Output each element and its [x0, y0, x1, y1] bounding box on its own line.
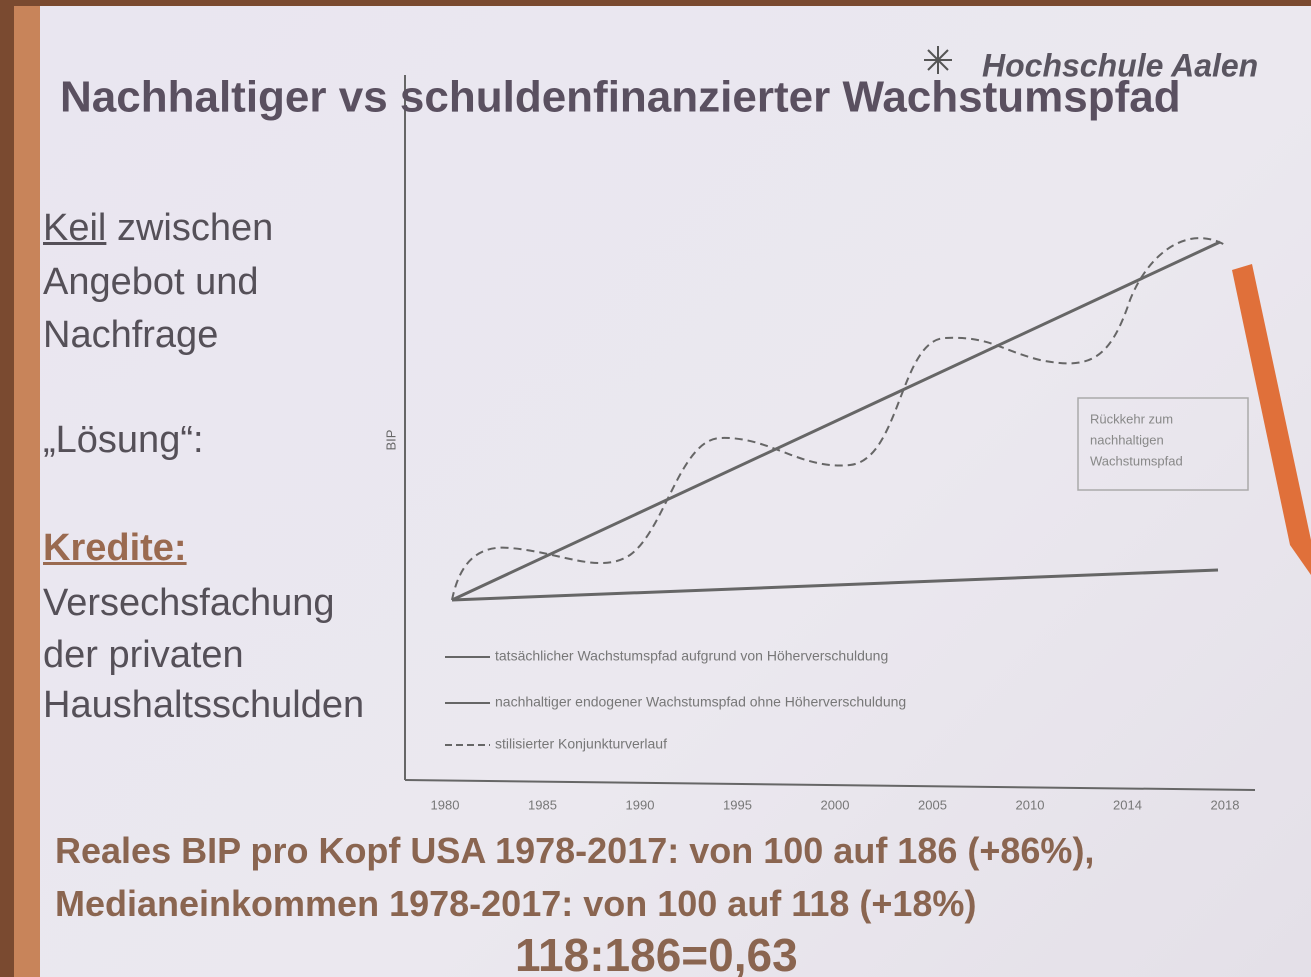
annotation-text: Rückkehr zum	[1090, 411, 1173, 426]
x-axis	[405, 780, 1255, 790]
return-arrow	[1232, 264, 1311, 575]
x-tick-label: 1980	[431, 797, 460, 812]
x-tick-label: 2010	[1016, 797, 1045, 812]
generated-text: 1980 1985 1990 1995 2000 2005 2010 2014 2018 tats…	[431, 411, 1240, 812]
footer-line: Medianeinkommen 1978-2017: von 100 auf 1…	[55, 883, 976, 925]
left-text-line: Angebot und	[43, 263, 259, 301]
annotation-text: Wachstumspfad	[1090, 453, 1183, 468]
legend-label: stilisierter Konjunkturverlauf	[495, 736, 667, 752]
x-tick-label: 2014	[1113, 797, 1142, 812]
sustainable-growth-line	[452, 570, 1218, 600]
legend-label: tatsächlicher Wachstumspfad aufgrund von…	[495, 648, 888, 664]
x-tick-label: 2005	[918, 797, 947, 812]
credit-heading: Kredite:	[43, 529, 187, 567]
solution-label: „Lösung“:	[43, 421, 204, 459]
left-text-line: Keil zwischen	[43, 209, 273, 247]
keyword: Keil	[43, 207, 106, 249]
footer-ratio: 118:186=0,63	[515, 928, 798, 977]
annotation-text: nachhaltigen	[1090, 432, 1164, 447]
logo-star	[924, 46, 952, 74]
left-text-line: Haushaltsschulden	[43, 686, 364, 724]
x-tick-label: 1985	[528, 797, 557, 812]
left-text-line: Nachfrage	[43, 316, 218, 354]
x-tick-label: 2018	[1211, 797, 1240, 812]
keyword-rest: zwischen	[117, 207, 273, 249]
x-tick-label: 1990	[626, 797, 655, 812]
footer-line: Reales BIP pro Kopf USA 1978-2017: von 1…	[55, 830, 1094, 872]
left-text-line: Versechsfachung	[43, 584, 335, 622]
x-tick-label: 2000	[821, 797, 850, 812]
left-text-line: der privaten	[43, 636, 244, 674]
slide-title: Nachhaltiger vs schuldenfinanzierter Wac…	[60, 73, 1181, 122]
legend-label: nachhaltiger endogener Wachstumspfad ohn…	[495, 694, 906, 710]
x-tick-label: 1995	[723, 797, 752, 812]
y-axis-label: BIP	[383, 430, 398, 451]
page: Hochschule Aalen Nachhaltiger vs schulde…	[0, 0, 1311, 977]
